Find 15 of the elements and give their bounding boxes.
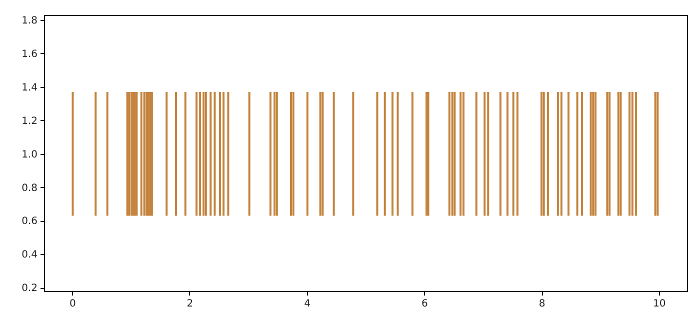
y-tick-label: 0.8 xyxy=(22,182,38,194)
y-tick-label: 0.6 xyxy=(22,216,38,228)
x-tick-label: 4 xyxy=(304,298,311,310)
x-tick-label: 6 xyxy=(421,298,428,310)
y-tick-label: 1.4 xyxy=(22,82,38,94)
y-tick-label: 1.6 xyxy=(22,48,38,60)
x-tick-label: 2 xyxy=(186,298,194,310)
y-tick-label: 1.8 xyxy=(22,16,38,27)
y-tick-label: 1.2 xyxy=(22,116,38,127)
y-tick-label: 0.4 xyxy=(22,250,38,261)
y-tick-label: 0.2 xyxy=(22,283,38,294)
x-tick-label: 8 xyxy=(538,298,546,310)
x-tick-label: 0 xyxy=(69,298,76,310)
y-tick-label: 1.0 xyxy=(22,149,38,160)
x-tick-label: 10 xyxy=(652,298,666,310)
